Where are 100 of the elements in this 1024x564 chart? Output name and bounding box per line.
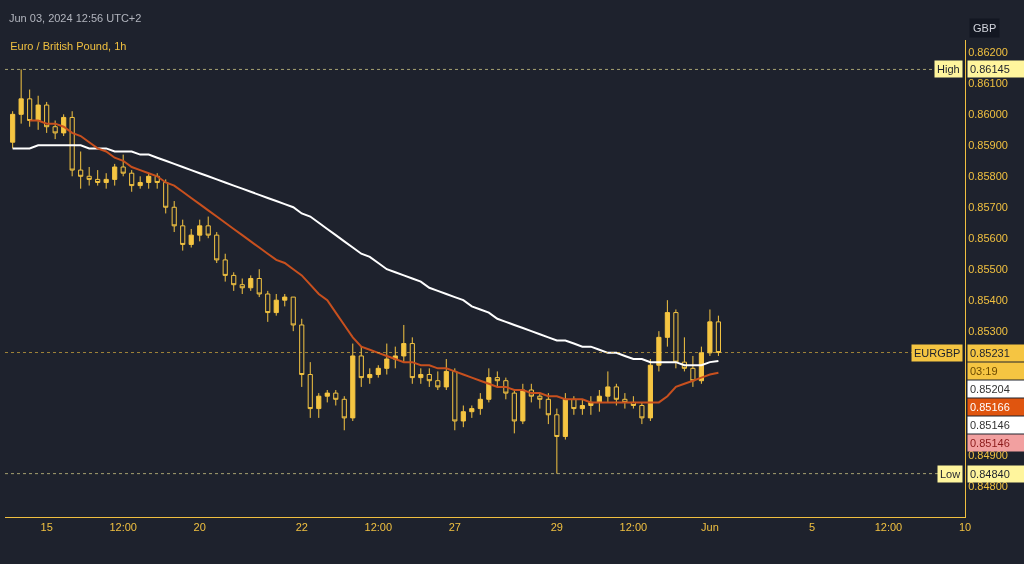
candlestick [137,175,143,190]
candlestick [103,172,109,190]
candlestick [86,166,92,187]
candlestick [554,408,560,475]
chart-title: Euro / British Pound, 1h [10,40,127,52]
y-tick-label: 0.85800 [968,170,1008,183]
candlestick [520,383,526,425]
x-tick-label: 12:00 [874,521,903,534]
candlestick [647,358,653,422]
ref-line-label: High [937,63,960,75]
x-tick-label: 20 [193,521,206,534]
candlestick [129,169,135,193]
candlestick [214,231,220,264]
candlestick [69,110,75,177]
x-tick-label: Jun [701,521,719,534]
candlestick [188,228,194,249]
candlestick [290,296,296,332]
candlestick [95,169,101,187]
candlestick [605,370,611,403]
candlestick [180,219,186,252]
candlestick [299,318,305,388]
y-tick-label: 0.85900 [968,139,1008,152]
x-tick-label: 27 [448,521,461,534]
candlestick [273,293,279,317]
candlestick [418,367,424,385]
candlestick [10,110,16,149]
candlestick [231,271,237,292]
candlestick [562,392,568,441]
text: 0.85146 [970,437,1010,449]
candlestick [494,370,500,388]
x-tick-label: 5 [808,521,815,534]
text: 0.85166 [970,401,1010,413]
x-tick-label: 12:00 [619,521,648,534]
text: 0.84840 [970,468,1010,480]
line-series [11,144,720,367]
x-tick-label: 15 [40,521,53,534]
candlestick [673,308,679,369]
candlestick [435,370,441,391]
candlestick [588,395,594,416]
candlestick [477,392,483,416]
candlestick [333,389,339,406]
candlestick [545,392,551,425]
candlestick [613,383,619,406]
text: 0.85231 [970,347,1010,359]
y-tick-label: 0.86000 [968,108,1008,121]
candlestick [715,315,721,357]
x-tick-label: 10 [958,521,972,534]
candlestick [579,398,585,416]
text: 0.85146 [970,419,1010,431]
candlestick [537,392,543,410]
candlestick [171,200,177,233]
candlestick [239,278,245,295]
y-tick-label: 0.85600 [968,232,1008,245]
candlestick [120,154,126,177]
candlestick [707,308,713,357]
candlestick [443,358,449,391]
y-tick-label: 0.85700 [968,201,1008,214]
candlestick [248,274,254,292]
candlestick [324,389,330,403]
candlestick [690,355,696,388]
ref-line-label: Low [940,468,961,480]
candlestick [384,343,390,376]
x-tick-label: 12:00 [109,521,137,534]
candlestick [486,367,492,403]
y-tick-label: 0.86200 [968,46,1008,59]
candlestick [358,346,364,388]
candlestick [426,367,432,388]
candlestick [401,324,407,363]
candlestick [52,120,58,140]
y-tick-label: 0.84800 [968,479,1008,492]
candlestick [341,395,347,431]
chart-subtitle: Jun 03, 2024 12:56 UTC+2 [9,12,142,24]
candlestick [78,151,84,190]
candlestick [460,404,466,428]
candlestick [350,343,356,422]
text: 0.86145 [970,63,1010,75]
candlestick [265,290,271,323]
y-tick-label: 0.85400 [968,294,1008,307]
y-tick-label: 0.85300 [968,325,1008,338]
line-series [28,119,720,404]
candlestick [367,367,373,385]
x-tick-label: 22 [295,521,308,534]
candlestick [222,253,228,283]
candlestick [452,367,458,431]
candlestick [469,404,475,419]
candlestick [282,293,288,307]
candlestick [44,101,50,134]
candlestick [316,392,322,419]
candlestick [18,68,24,125]
y-axis-title: GBP [973,22,997,34]
candlestick [639,401,645,425]
candlestick [307,361,313,419]
candlestick [256,268,262,298]
text: 0.85204 [970,383,1010,395]
candlestick [664,299,670,348]
candlestick [112,163,118,187]
candlestick [163,178,169,214]
y-tick-label: 0.85500 [968,263,1008,276]
candlestick [205,216,211,239]
candlestick [35,95,41,131]
